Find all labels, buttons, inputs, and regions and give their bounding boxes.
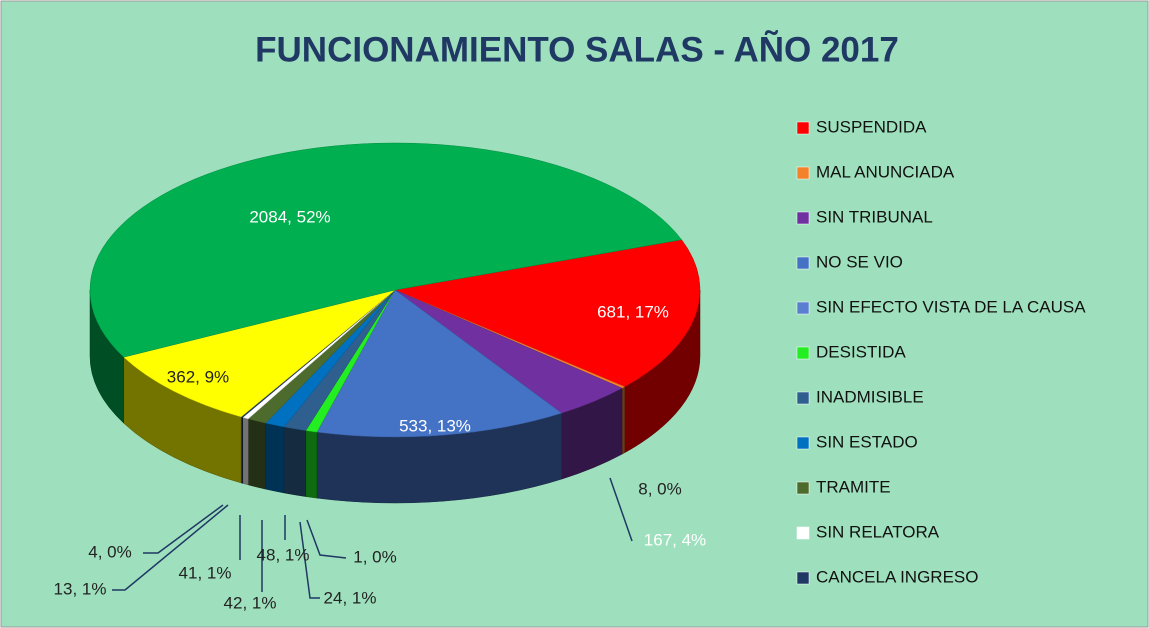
pie [89,142,701,504]
leader-line [143,504,224,554]
legend-marker [796,391,810,405]
data-label: 42, 1% [224,593,277,612]
leader-line [112,504,229,591]
data-label: 8, 0% [638,479,681,498]
chart-title: FUNCIONAMIENTO SALAS - AÑO 2017 [255,30,899,69]
legend-marker [796,166,810,180]
leader-line [609,477,633,542]
data-label: 362, 9% [167,367,229,386]
data-label: 13, 1% [54,579,107,598]
legend-label: SIN EFECTO VISTA DE LA CAUSA [816,297,1086,316]
data-label: 1, 0% [353,547,396,566]
slice [394,239,701,388]
legend-label: SUSPENDIDA [816,117,927,136]
slice-side [242,417,249,486]
legend-marker [796,256,810,270]
legend-marker [796,436,810,450]
data-label: 48, 1% [257,545,310,564]
legend-label: INADMISIBLE [816,387,924,406]
labels: 681, 17% 8, 0% 167, 4% 533, 13% 1, 0% 24, 1% 4… [54,207,707,612]
legend-label: SIN RELATORA [816,522,940,541]
legend-marker [796,481,810,495]
legend-marker [796,211,810,225]
legend-label: SIN TRIBUNAL [816,207,933,226]
legend-label: NO SE VIO [816,252,903,271]
legend-marker [796,121,810,135]
slice [316,289,563,438]
legend-label: MAL ANUNCIADA [816,162,955,181]
slice-side [305,430,318,499]
leader-line [306,519,347,559]
legend-label: DESISTIDA [816,342,906,361]
data-label: 533, 13% [399,416,471,435]
data-label: 681, 17% [597,302,669,321]
legend-marker [796,526,810,540]
legend-marker [796,571,810,585]
legend: SUSPENDIDA MAL ANUNCIADA SIN TRIBUNAL NO SE… [796,117,1086,586]
data-label: 4, 0% [88,542,131,561]
data-label: 24, 1% [324,588,377,607]
legend-marker [796,346,810,360]
legend-label: TRAMITE [816,477,891,496]
slice [123,289,396,418]
data-label: 2084, 52% [249,207,330,226]
legend-label: CANCELA INGRESO [816,567,979,586]
data-label: 41, 1% [179,563,232,582]
slice-side [247,418,266,490]
slice-side [621,386,625,455]
slice-side [283,426,307,497]
slice-side [265,422,285,494]
legend-marker [796,301,810,315]
slice [89,142,683,358]
legend-label: SIN ESTADO [816,432,918,451]
data-label: 167, 4% [644,530,706,549]
leader-line [299,521,320,599]
